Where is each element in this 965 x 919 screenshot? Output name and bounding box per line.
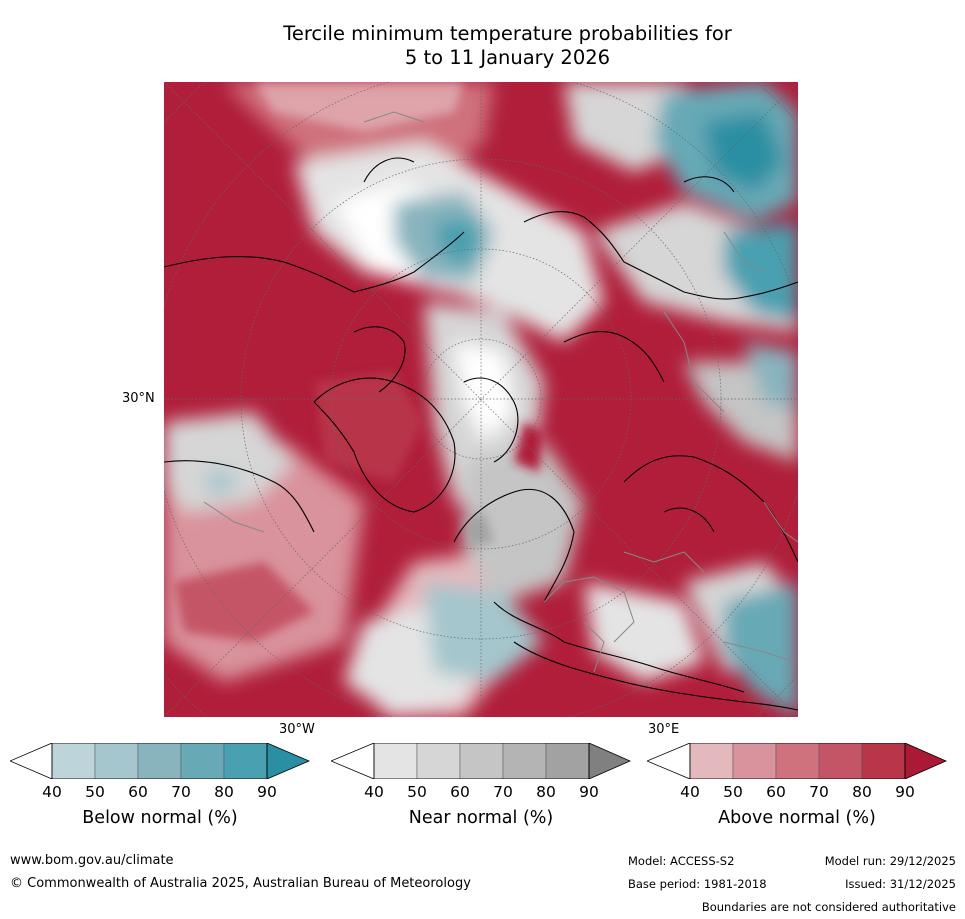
- tick-label: 80: [852, 783, 872, 801]
- website-link[interactable]: www.bom.gov.au/climate: [10, 853, 174, 868]
- tick-label: 70: [493, 783, 513, 801]
- tick-label: 70: [809, 783, 829, 801]
- title-line-1: Tercile minimum temperature probabilitie…: [283, 22, 732, 45]
- boundaries-disclaimer: Boundaries are not considered authoritat…: [701, 900, 956, 914]
- base-period: Base period: 1981-2018: [628, 877, 767, 891]
- graticule: [164, 82, 798, 717]
- tick-label: 90: [579, 783, 599, 801]
- title-line-2: 5 to 11 January 2026: [404, 46, 611, 69]
- tick-label: 70: [171, 783, 191, 801]
- longitude-label-30w: 30°W: [279, 722, 315, 737]
- tick-label: 50: [85, 783, 105, 801]
- tick-label: 50: [407, 783, 427, 801]
- tick-label: 90: [895, 783, 915, 801]
- map-canvas: [164, 82, 798, 717]
- tick-label: 80: [214, 783, 234, 801]
- issued-date: Issued: 31/12/2025: [845, 877, 956, 891]
- longitude-label-30e: 30°E: [648, 722, 680, 737]
- tick-label: 60: [766, 783, 786, 801]
- tick-label: 90: [257, 783, 277, 801]
- coastlines: [164, 157, 798, 711]
- colorbar-below-normal: [8, 742, 311, 783]
- tick-label: 60: [450, 783, 470, 801]
- tick-label: 40: [42, 783, 62, 801]
- tick-label: 40: [364, 783, 384, 801]
- colorbar-below-label: Below normal (%): [82, 808, 238, 828]
- colorbar-above-label: Above normal (%): [718, 808, 876, 828]
- tick-label: 40: [680, 783, 700, 801]
- colorbar-below-svg: [8, 742, 311, 780]
- colorbar-near-normal: [329, 742, 631, 783]
- colorbar-above-normal: [645, 742, 947, 783]
- tick-label: 60: [128, 783, 148, 801]
- country-borders: [203, 111, 798, 673]
- colorbar-near-svg: [329, 742, 631, 780]
- copyright-text: © Commonwealth of Australia 2025, Austra…: [10, 876, 471, 891]
- map-title: Tercile minimum temperature probabilitie…: [160, 22, 855, 70]
- colorbar-above-svg: [645, 742, 947, 780]
- tick-label: 80: [536, 783, 556, 801]
- colorbar-near-label: Near normal (%): [408, 808, 554, 828]
- model-name: Model: ACCESS-S2: [628, 854, 735, 868]
- latitude-label-30n: 30°N: [122, 391, 155, 406]
- forecast-map: [164, 82, 798, 717]
- tick-label: 50: [723, 783, 743, 801]
- model-run-date: Model run: 29/12/2025: [824, 854, 956, 868]
